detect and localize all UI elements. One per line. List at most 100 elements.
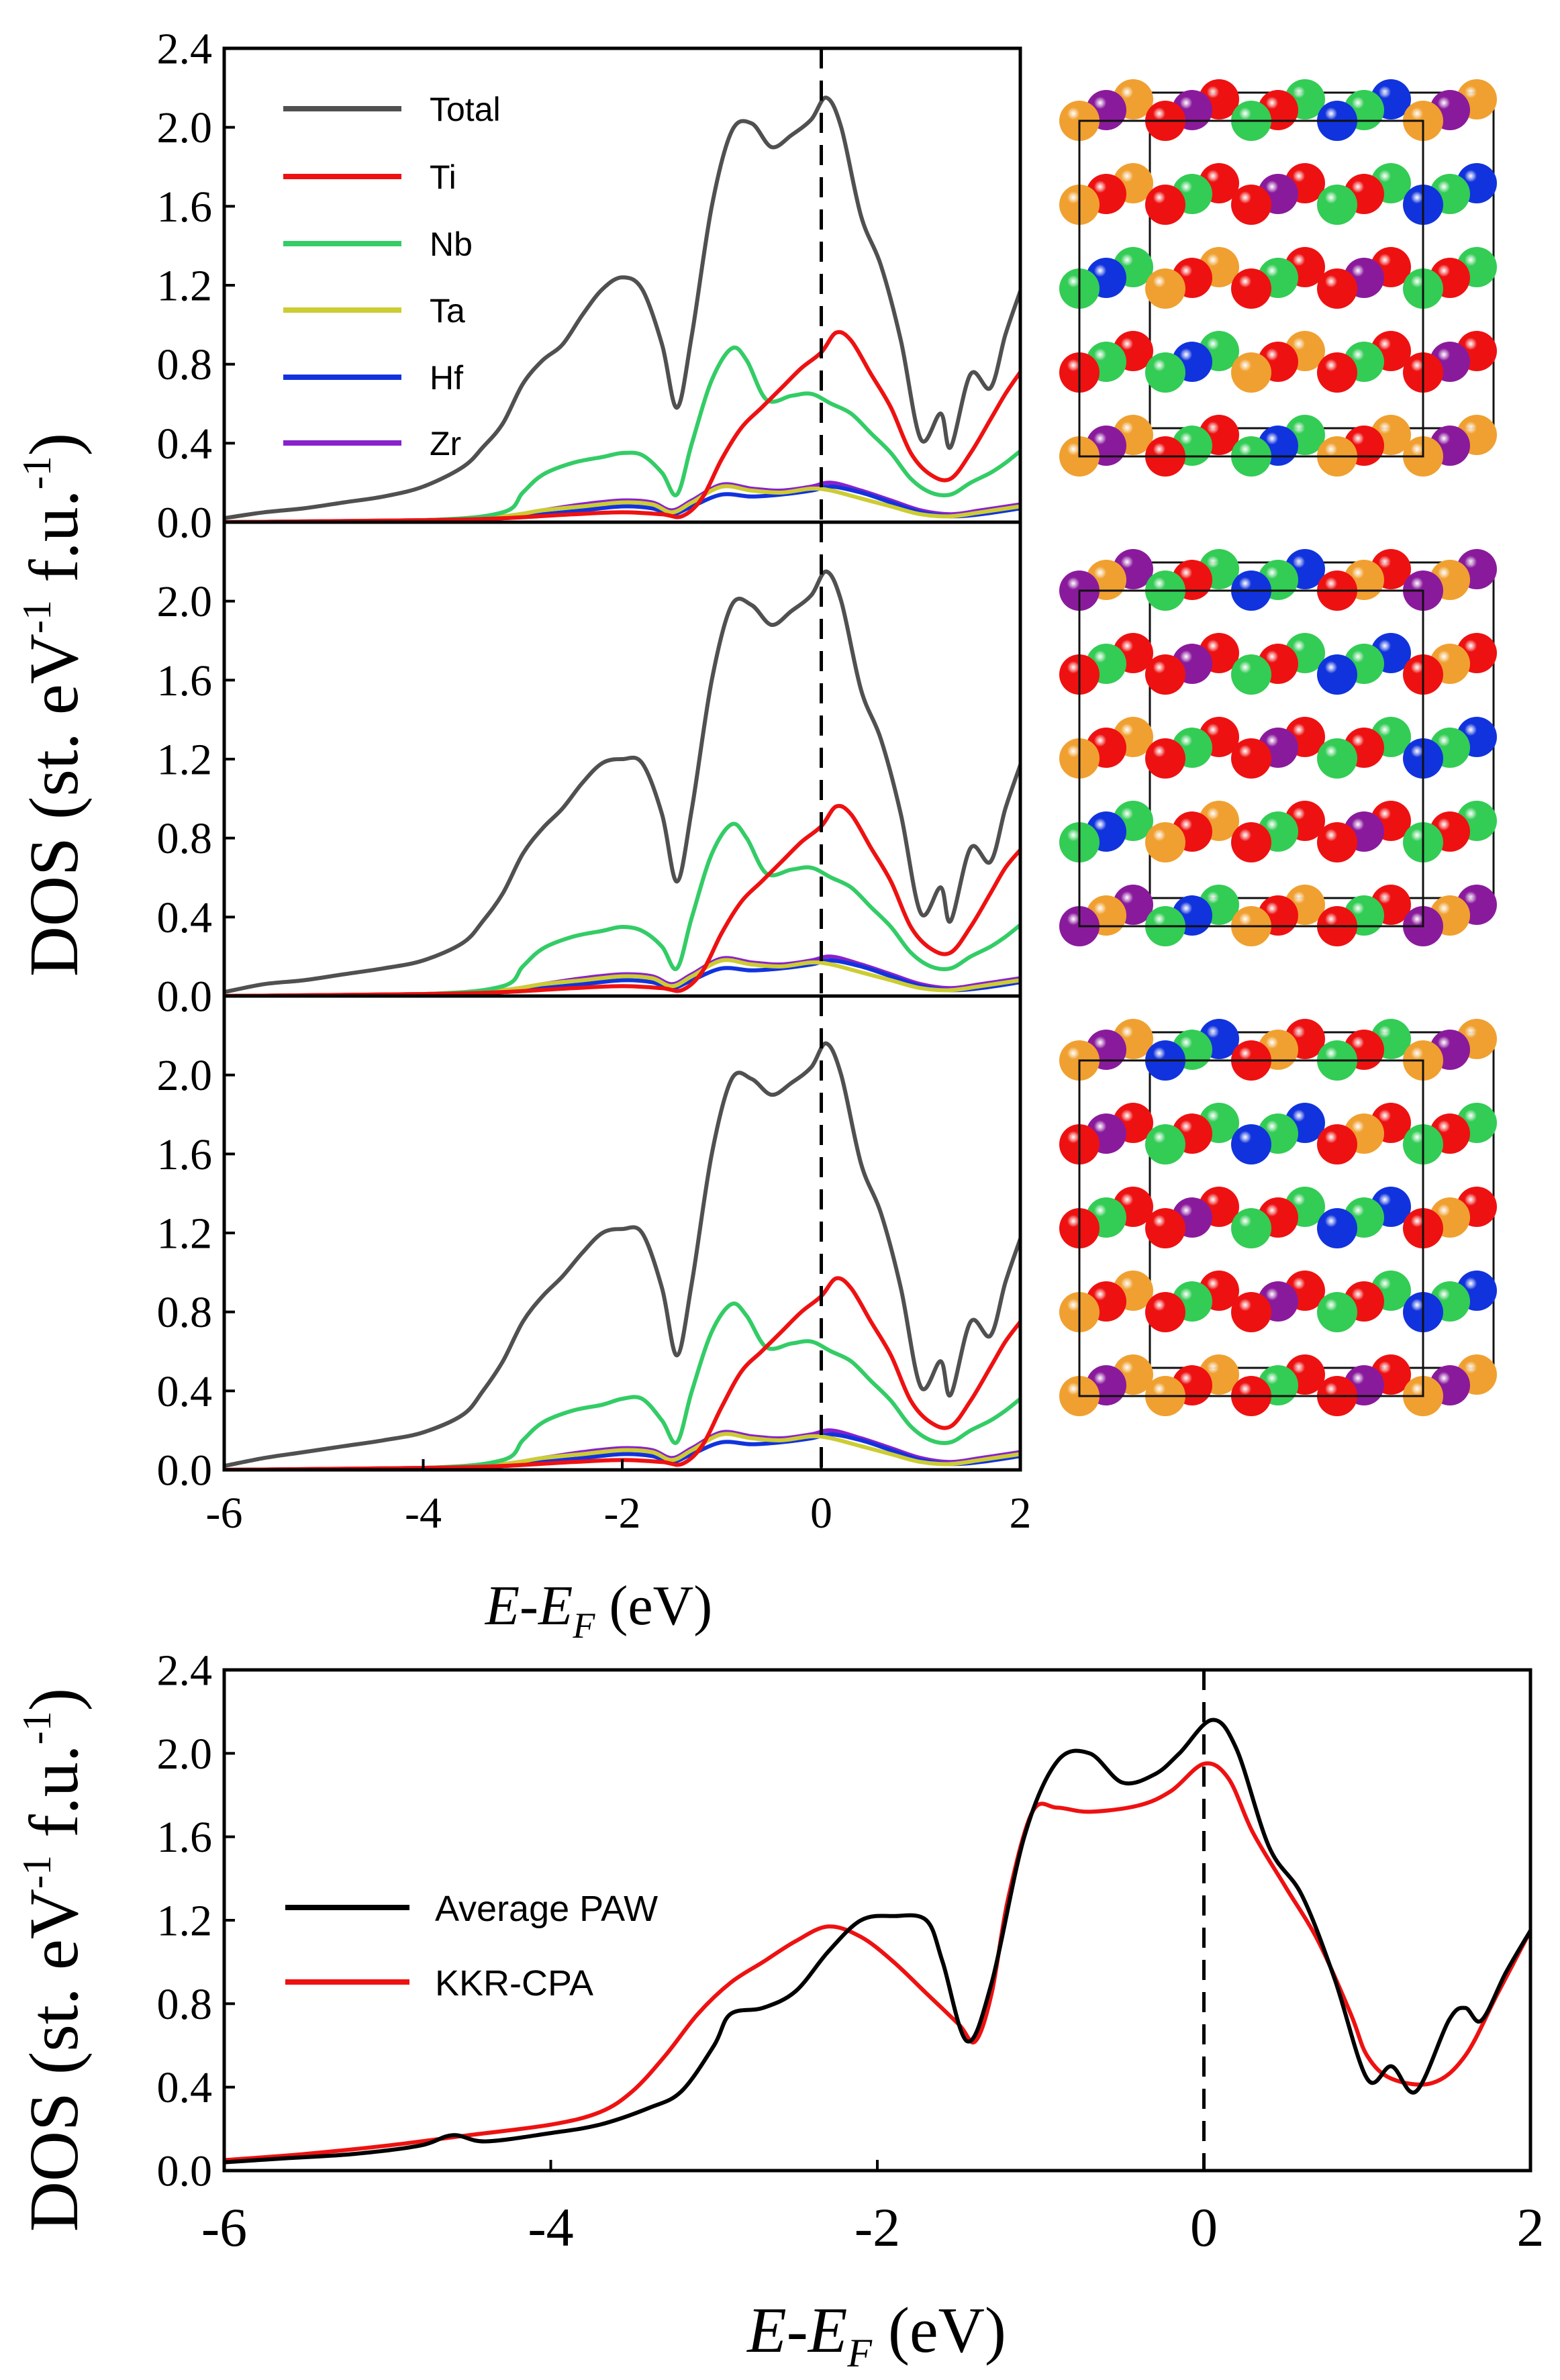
series-line-total [224, 1041, 1020, 1469]
y-tick-label: 1.6 [157, 183, 213, 232]
series-line-nb [224, 1301, 1020, 1470]
atom-green [1317, 738, 1357, 779]
atom-red [1145, 1208, 1185, 1248]
legend-label-hf: Hf [430, 359, 463, 397]
legend-label-kkr-cpa: KKR-CPA [435, 1963, 593, 2003]
x-tick-label: -4 [528, 2197, 573, 2258]
y-tick-label: 0.8 [157, 814, 213, 863]
y-tick-label: 1.2 [157, 1896, 213, 1945]
unit-cell-edge [1078, 1059, 1424, 1397]
atom-red [1317, 1124, 1357, 1164]
atom-green [1145, 352, 1185, 393]
atom-blue [1231, 1124, 1271, 1164]
y-tick-label: 2.0 [157, 103, 213, 152]
x-tick-label: -6 [206, 1489, 243, 1538]
y-tick-label: 0.8 [157, 1980, 213, 2029]
dos-panel-1: 0.0 0.4 0.8 1.2 1.6 2.0 2.4 [157, 24, 1022, 547]
dos-panel-2: 0.0 0.4 0.8 1.2 1.6 2.0 [157, 520, 1022, 1021]
y-tick-label: 0.8 [157, 1288, 213, 1337]
y-tick-label: 1.6 [157, 656, 213, 705]
y-tick-label: 0.4 [157, 893, 213, 942]
plot-frame [222, 1668, 1532, 2173]
legend-elements: Total Ti Nb Ta Hf Zr [283, 91, 501, 462]
series-line-ti [224, 803, 1020, 996]
atom-red [1145, 738, 1185, 779]
legend-label-nb: Nb [430, 226, 473, 263]
atom-red [1231, 822, 1271, 862]
y-tick-label: 1.2 [157, 261, 213, 310]
y-tick-label: 2.0 [157, 577, 213, 626]
dos-panel-average: 0.0 0.4 0.8 1.2 1.6 2.0 2.4 -6 -4 -2 0 2 [157, 1646, 1545, 2258]
x-axis-label-top: E-EF (eV) [485, 1575, 712, 1646]
series-line-total [224, 569, 1020, 995]
y-tick-label: 0.4 [157, 2063, 213, 2112]
atom-red [1231, 268, 1271, 309]
y-tick-label: 0.4 [157, 1367, 213, 1416]
x-tick-label: -2 [855, 2197, 900, 2258]
atom-orange [1231, 352, 1271, 393]
legend-label-average-paw: Average PAW [435, 1889, 658, 1929]
series-line-total [224, 95, 1020, 521]
y-tick-label: 2.0 [157, 1051, 213, 1100]
crystal-structure-1 [1059, 79, 1497, 477]
atom-orange [1145, 822, 1185, 862]
atom-green [1231, 654, 1271, 695]
crystal-structure-2 [1059, 549, 1497, 946]
y-tick-label: 1.6 [157, 1813, 213, 1862]
atom-green [1317, 1292, 1357, 1332]
legend-label-ta: Ta [430, 292, 465, 330]
y-tick-label: 1.2 [157, 1209, 213, 1258]
atom-green [1231, 1208, 1271, 1248]
atom-red [1317, 822, 1357, 862]
y-tick-label: 1.2 [157, 735, 213, 784]
atom-red [1231, 1292, 1271, 1332]
unit-cell-edge [1078, 119, 1424, 458]
x-tick-label: 0 [810, 1489, 832, 1538]
unit-cell-edge [1078, 589, 1424, 928]
series-line-ti [224, 1276, 1020, 1470]
legend-label-ti: Ti [430, 158, 456, 196]
series-line-nb [224, 345, 1020, 522]
series-line-ti [224, 330, 1020, 522]
atom-green [1317, 185, 1357, 225]
atom-red [1317, 352, 1357, 393]
y-tick-label: 2.4 [157, 24, 213, 73]
atom-red [1317, 268, 1357, 309]
x-axis-label-bottom: E-EF (eV) [746, 2294, 1006, 2375]
atom-blue [1317, 654, 1357, 695]
series-line-average-paw [224, 1718, 1530, 2165]
atom-orange [1145, 268, 1185, 309]
y-axis-label-top: DOS (st. eV-1 f.u.-1) [15, 433, 93, 977]
legend-label-total: Total [430, 91, 501, 128]
y-tick-label: 0.0 [157, 2146, 213, 2195]
atom-red [1231, 738, 1271, 779]
y-tick-label: 2.4 [157, 1646, 213, 1695]
y-tick-label: 0.0 [157, 1446, 213, 1495]
series-line-kkr-cpa [224, 1761, 1530, 2163]
y-tick-label: 0.0 [157, 498, 213, 547]
y-tick-label: 1.6 [157, 1130, 213, 1179]
x-tick-label: 0 [1190, 2197, 1218, 2258]
x-tick-label: 2 [1517, 2197, 1545, 2258]
legend-label-zr: Zr [430, 425, 461, 462]
y-tick-label: 0.4 [157, 419, 213, 468]
x-tick-label: -6 [201, 2197, 247, 2258]
y-axis-label-bottom: DOS (st. eV-1 f.u.-1) [15, 1688, 93, 2232]
y-tick-label: 0.8 [157, 340, 213, 389]
atom-green [1145, 1124, 1185, 1164]
x-tick-label: 2 [1010, 1489, 1032, 1538]
x-tick-label: -4 [405, 1489, 442, 1538]
crystal-structure-3 [1059, 1019, 1497, 1416]
y-tick-label: 2.0 [157, 1730, 213, 1779]
dos-panel-3: 0.0 0.4 0.8 1.2 1.6 2.0 -6 -4 -2 0 2 [157, 994, 1032, 1538]
atom-red [1145, 1292, 1185, 1332]
atom-blue [1317, 1208, 1357, 1248]
atom-red [1231, 185, 1271, 225]
atom-red [1145, 185, 1185, 225]
atom-red [1145, 654, 1185, 695]
y-tick-label: 0.0 [157, 972, 213, 1021]
series-line-nb [224, 822, 1020, 996]
x-tick-label: -2 [604, 1489, 641, 1538]
legend-methods: Average PAW KKR-CPA [285, 1889, 658, 2003]
